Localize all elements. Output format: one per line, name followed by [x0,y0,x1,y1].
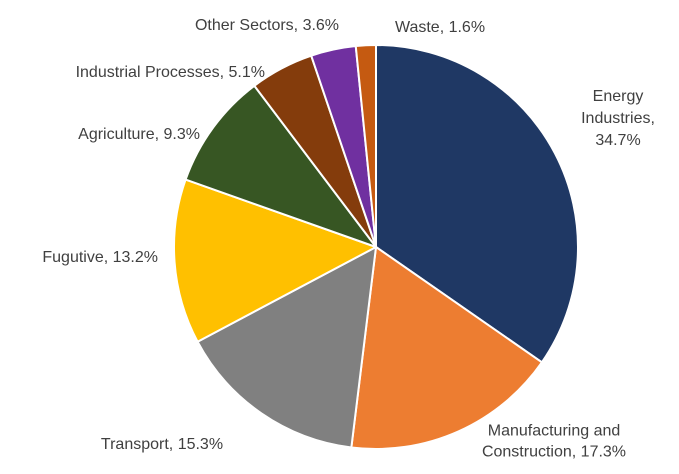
pie-slice-fugutive [173,178,377,343]
slice-label-transport: Transport, 15.3% [101,436,223,453]
pie-slice-transport [196,246,377,449]
slice-label-fugutive: Fugutive, 13.2% [42,249,158,266]
slice-label-waste: Waste, 1.6% [395,19,485,36]
slice-label-line: Fugutive, 13.2% [42,249,158,266]
pie-slice-agriculture [184,84,377,248]
slice-label-agriculture: Agriculture, 9.3% [78,126,200,143]
pie-slices [173,44,579,450]
slice-label-line: Industries, [581,110,655,127]
slice-label-industrial-processes: Industrial Processes, 5.1% [76,64,265,81]
slice-label-manufacturing-and-construction: Manufacturing and Construction, 17.3% [482,423,626,461]
pie-slice-waste [354,44,377,248]
slice-label-line: Manufacturing and [488,423,621,440]
slice-label-line: 34.7% [595,132,640,149]
slice-label-other-sectors: Other Sectors, 3.6% [195,17,339,34]
slice-label-line: Agriculture, 9.3% [78,126,200,143]
slice-label-line: Energy [593,88,644,105]
pie-slice-energy-industries [375,44,579,364]
slice-label-line: Transport, 15.3% [101,436,223,453]
slice-label-line: Waste, 1.6% [395,19,485,36]
slice-label-energy-industries: Energy Industries, 34.7% [581,88,655,149]
slice-label-line: Construction, 17.3% [482,444,626,461]
pie-labels: Energy Industries, 34.7% Manufacturing and C… [42,17,655,461]
pie-slice-manufacturing-and-construction [350,246,543,450]
slice-label-line: Industrial Processes, 5.1% [76,64,265,81]
slice-label-line: Other Sectors, 3.6% [195,17,339,34]
